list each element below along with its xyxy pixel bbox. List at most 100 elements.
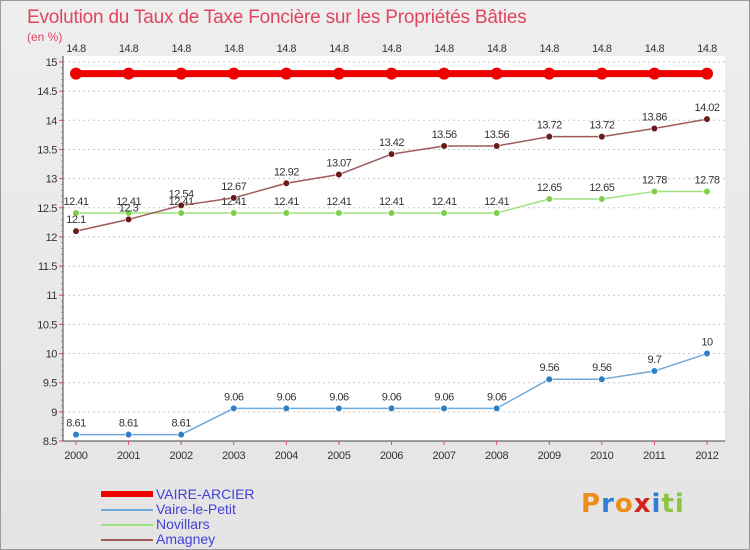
logo-letter: t <box>661 489 675 519</box>
data-label: 10 <box>701 337 713 349</box>
data-point <box>598 133 606 141</box>
x-tick-label: 2009 <box>538 450 561 462</box>
data-point <box>282 209 290 217</box>
x-tick-label: 2005 <box>327 450 350 462</box>
logo-letter: o <box>614 489 634 519</box>
data-label: 12.78 <box>642 174 667 186</box>
y-tick-label: 14 <box>46 115 58 127</box>
data-point <box>650 367 659 375</box>
legend-swatch <box>101 491 153 497</box>
data-label: 12.1 <box>66 214 86 226</box>
legend-swatch <box>101 524 153 526</box>
data-point <box>177 209 185 217</box>
data-point <box>70 67 82 80</box>
data-point <box>598 195 606 203</box>
data-label: 14.8 <box>277 43 297 55</box>
data-point <box>648 67 661 80</box>
y-tick-label: 9.5 <box>43 378 57 390</box>
data-label: 9.56 <box>592 362 612 374</box>
legend-label: Vaire-le-Petit <box>156 501 236 517</box>
data-point <box>703 349 711 358</box>
data-point <box>598 375 606 383</box>
data-label: 12.67 <box>221 181 246 193</box>
data-label: 14.02 <box>694 102 719 114</box>
data-label: 9.06 <box>434 391 454 403</box>
data-label: 14.8 <box>119 43 139 55</box>
data-point <box>543 67 556 80</box>
data-point <box>332 67 345 80</box>
chart-title: Evolution du Taux de Taxe Foncière sur l… <box>27 7 527 28</box>
data-point <box>703 187 711 196</box>
data-label: 14.8 <box>224 43 244 55</box>
data-point <box>650 124 659 133</box>
data-label: 12.92 <box>274 166 299 178</box>
data-label: 8.61 <box>171 418 191 430</box>
data-label: 9.06 <box>382 391 402 403</box>
data-label: 9.06 <box>329 391 349 403</box>
data-point <box>335 209 343 217</box>
data-point <box>545 133 553 141</box>
data-point <box>227 67 240 80</box>
legend-swatch <box>101 539 153 541</box>
x-tick-label: 2004 <box>275 450 298 462</box>
data-label: 12.65 <box>589 182 614 194</box>
unit-label: (en %) <box>27 30 63 44</box>
legend-label: VAIRE-ARCIER <box>156 486 255 502</box>
x-tick-label: 2002 <box>170 450 193 462</box>
data-label: 14.8 <box>329 43 349 55</box>
data-point <box>545 195 553 203</box>
data-label: 12.78 <box>694 174 719 186</box>
data-point <box>72 227 80 235</box>
data-point <box>387 404 396 412</box>
data-label: 12.65 <box>537 182 562 194</box>
data-point <box>595 67 608 80</box>
logo-letter: x <box>633 489 652 519</box>
data-label: 13.72 <box>537 120 562 132</box>
x-tick-label: 2001 <box>117 450 140 462</box>
data-point <box>282 179 290 187</box>
y-tick-label: 12 <box>46 232 58 244</box>
data-label: 12.3 <box>119 202 139 214</box>
data-point <box>440 142 448 150</box>
data-point <box>230 194 238 202</box>
data-point <box>124 430 133 439</box>
x-tick-label: 2000 <box>64 450 87 462</box>
data-label: 14.8 <box>697 43 717 55</box>
data-label: 12.41 <box>63 196 88 208</box>
data-point <box>230 209 238 217</box>
y-tick-label: 9 <box>51 407 57 419</box>
data-label: 13.56 <box>432 129 457 141</box>
data-label: 14.8 <box>66 43 86 55</box>
y-tick-label: 15 <box>46 57 58 69</box>
data-point <box>650 187 659 196</box>
data-point <box>335 404 343 412</box>
data-label: 8.61 <box>66 418 86 430</box>
x-tick-label: 2008 <box>485 450 508 462</box>
x-tick-label: 2011 <box>643 450 666 462</box>
data-label: 14.8 <box>171 43 191 55</box>
data-point <box>122 67 135 80</box>
data-point <box>545 375 553 383</box>
data-label: 14.8 <box>487 43 507 55</box>
data-point <box>490 67 503 80</box>
x-tick-label: 2007 <box>432 450 455 462</box>
x-tick-label: 2006 <box>380 450 403 462</box>
y-tick-label: 10.5 <box>37 319 57 331</box>
y-tick-label: 13.5 <box>37 144 57 156</box>
logo-letter: i <box>674 489 685 519</box>
data-point <box>493 404 501 412</box>
data-label: 12.54 <box>169 188 194 200</box>
data-point <box>124 215 133 224</box>
data-label: 8.61 <box>119 418 139 430</box>
data-label: 12.41 <box>326 196 351 208</box>
plot-area <box>63 56 725 441</box>
x-tick-label: 2010 <box>590 450 613 462</box>
legend-swatch <box>101 509 153 511</box>
data-point <box>701 67 713 80</box>
data-point <box>177 430 185 439</box>
data-label: 9.06 <box>487 391 507 403</box>
x-tick-label: 2003 <box>222 450 245 462</box>
data-label: 9.7 <box>648 354 662 366</box>
